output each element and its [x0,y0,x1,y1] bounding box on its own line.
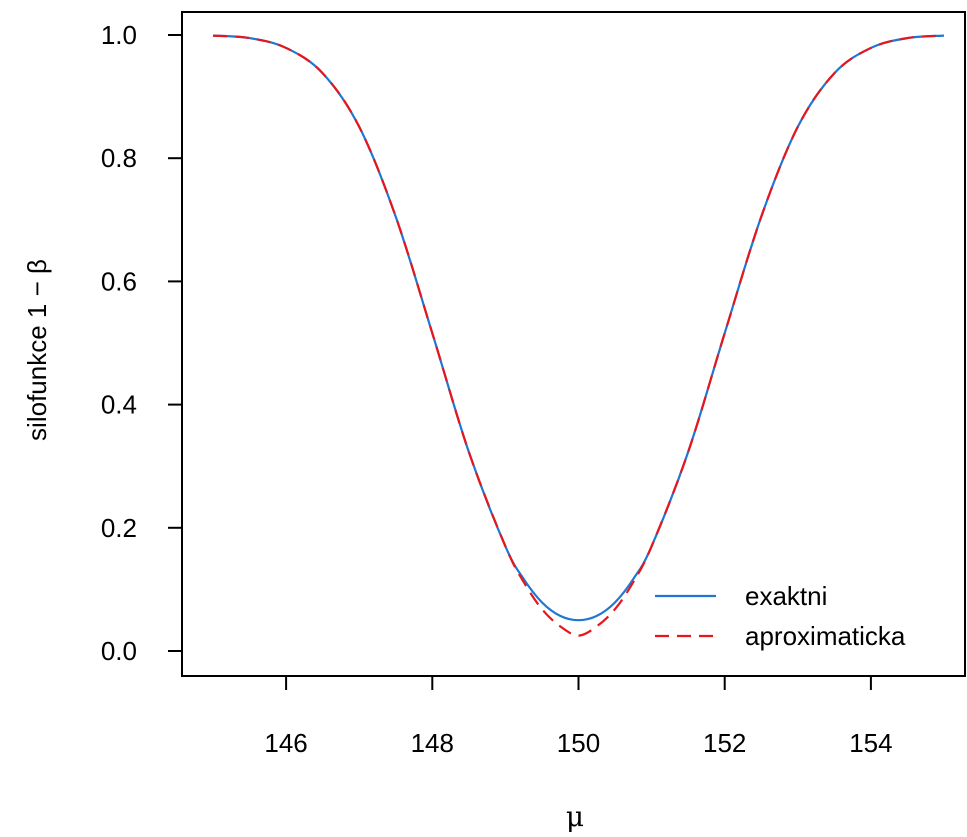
x-tick-label: 152 [703,728,746,758]
y-tick-label: 0.4 [101,390,137,420]
y-tick-label: 0.8 [101,143,137,173]
series-layer [212,34,945,637]
x-tick-label: 150 [557,728,600,758]
x-tick-label: 154 [849,728,892,758]
x-axis-label: μ [566,800,584,833]
x-tick-label: 148 [411,728,454,758]
legend-label: aproximaticka [745,621,906,651]
y-tick-label: 0.0 [101,636,137,666]
y-tick-label: 1.0 [101,20,137,50]
series-line-2 [212,34,945,637]
y-axis: 0.0 0.2 0.4 0.6 0.8 1.0 [101,20,183,666]
y-tick-label: 0.6 [101,266,137,296]
x-axis: 146 148 150 152 154 [264,675,893,758]
plot-frame [181,11,966,677]
legend-label: exaktni [745,581,827,611]
legend: exaktni aproximaticka [655,581,906,651]
x-tick-label: 146 [264,728,307,758]
series-line-1 [212,34,945,622]
y-axis-label: silofunkce 1 − β [22,259,52,441]
y-tick-label: 0.2 [101,513,137,543]
